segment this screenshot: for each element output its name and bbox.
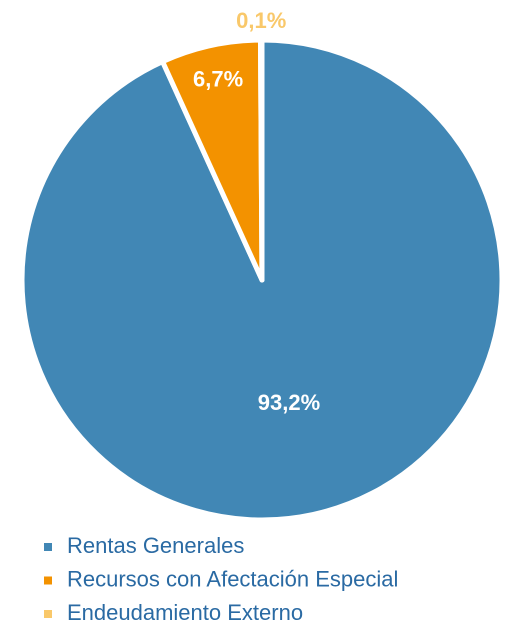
data-label: 0,1% bbox=[236, 8, 286, 33]
legend-label: Recursos con Afectación Especial bbox=[67, 566, 398, 591]
legend-marker bbox=[44, 576, 52, 585]
legend-label: Rentas Generales bbox=[67, 533, 244, 558]
data-label: 6,7% bbox=[193, 67, 243, 92]
legend-label: Endeudamiento Externo bbox=[67, 600, 303, 625]
legend-marker bbox=[44, 610, 52, 618]
data-label: 93,2% bbox=[258, 390, 320, 415]
pie-slice bbox=[257, 37, 265, 283]
legend-marker bbox=[44, 543, 52, 551]
